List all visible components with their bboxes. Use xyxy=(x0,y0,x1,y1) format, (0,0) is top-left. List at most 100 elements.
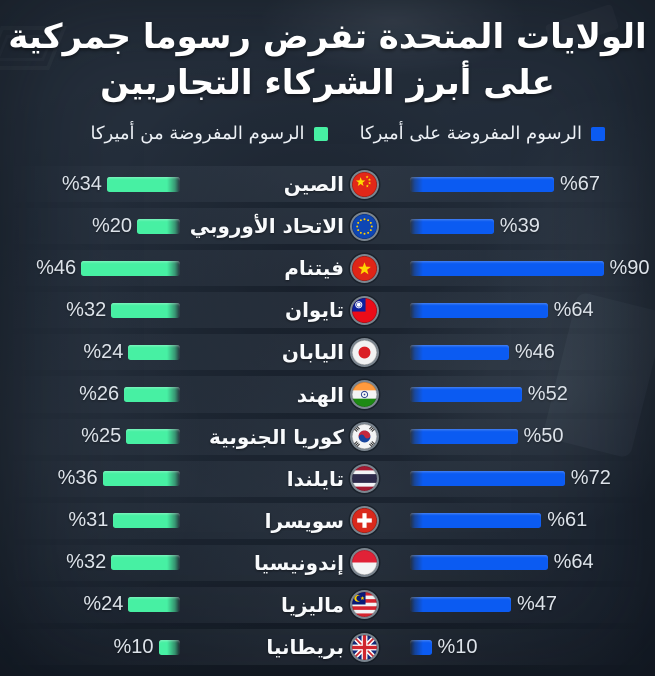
country-flag-icon xyxy=(352,466,377,492)
country-flag-icon xyxy=(352,297,377,323)
tariff-from-us-value: %32 xyxy=(66,298,107,321)
legend-item-tariffs-on-america: الرسوم المفروضة على أميركا xyxy=(360,123,605,144)
title-line-2: على أبرز الشركاء التجاريين xyxy=(100,63,555,103)
tariff-from-us-bar xyxy=(128,344,180,360)
legend-item-tariffs-from-america: الرسوم المفروضة من أميركا xyxy=(90,123,328,144)
country-flag-icon xyxy=(352,550,377,576)
country-cell: إندونيسيا xyxy=(180,550,410,576)
table-row: %34 الصين %67 xyxy=(0,163,655,205)
tariff-from-us-bar xyxy=(126,429,180,445)
tariff-on-us-bar xyxy=(410,302,548,318)
tariff-from-us-value: %31 xyxy=(68,509,109,532)
tariff-from-us-cell: %20 xyxy=(0,215,180,238)
country-label: تايلندا xyxy=(286,466,344,491)
country-flag-icon xyxy=(352,634,377,660)
table-row: %24 اليابان %46 xyxy=(0,331,655,373)
title-line-1: الولايات المتحدة تفرض رسوما جمركية xyxy=(8,17,647,57)
tariff-from-us-value: %24 xyxy=(83,593,124,616)
country-flag-icon xyxy=(352,255,377,281)
tariff-from-us-value: %32 xyxy=(66,551,107,574)
tariff-from-us-cell: %32 xyxy=(0,299,180,322)
country-label: تايوان xyxy=(285,298,344,323)
table-row: %10 بريطانيا %10 xyxy=(0,626,655,668)
tariff-from-us-cell: %36 xyxy=(0,467,180,490)
tariff-on-us-value: %64 xyxy=(553,551,594,574)
tariff-from-us-value: %34 xyxy=(61,172,102,195)
tariff-from-us-value: %24 xyxy=(83,340,124,363)
country-flag-icon xyxy=(352,592,377,618)
table-row: %31 سويسرا %61 xyxy=(0,500,655,542)
country-flag-icon xyxy=(352,424,377,450)
tariff-on-us-cell: %67 xyxy=(410,173,655,196)
table-row: %32 تايوان %64 xyxy=(0,289,655,331)
country-cell: فيتنام xyxy=(180,255,410,281)
tariff-on-us-bar xyxy=(410,597,511,613)
tariff-on-us-value: %90 xyxy=(609,256,650,279)
tariff-from-us-bar xyxy=(102,471,180,487)
page-title: الولايات المتحدة تفرض رسوما جمركية على أ… xyxy=(8,14,647,106)
tariff-on-us-cell: %47 xyxy=(410,593,655,616)
country-label: الاتحاد الأوروبي xyxy=(189,214,344,239)
tariff-from-us-cell: %25 xyxy=(0,425,180,448)
tariff-from-us-bar xyxy=(111,555,180,571)
tariff-on-us-cell: %46 xyxy=(410,341,655,364)
tariff-on-us-bar xyxy=(410,387,522,403)
country-cell: ماليزيا xyxy=(180,592,410,618)
chart-legend: الرسوم المفروضة على أميركا الرسوم المفرو… xyxy=(0,123,655,144)
tariff-on-us-bar xyxy=(410,471,565,487)
tariff-from-us-value: %20 xyxy=(91,214,132,237)
tariff-from-us-bar xyxy=(124,387,180,403)
tariff-on-us-bar xyxy=(410,639,432,655)
tariff-from-us-cell: %32 xyxy=(0,551,180,574)
country-cell: سويسرا xyxy=(180,508,410,534)
country-flag-icon xyxy=(352,382,377,408)
tariff-from-us-bar xyxy=(137,218,180,234)
tariff-on-us-cell: %10 xyxy=(410,636,655,659)
tariff-from-us-cell: %10 xyxy=(0,636,180,659)
tariff-on-us-value: %67 xyxy=(560,172,601,195)
tariff-from-us-cell: %34 xyxy=(0,173,180,196)
tariff-from-us-value: %46 xyxy=(36,256,77,279)
tariff-on-us-cell: %50 xyxy=(410,425,655,448)
tariff-on-us-bar xyxy=(410,218,494,234)
tariff-from-us-bar xyxy=(158,639,180,655)
country-cell: الصين xyxy=(180,171,410,197)
country-label: ماليزيا xyxy=(280,592,344,617)
tariff-from-us-bar xyxy=(113,513,180,529)
country-cell: بريطانيا xyxy=(180,634,410,660)
country-cell: تايلندا xyxy=(180,466,410,492)
country-cell: الاتحاد الأوروبي xyxy=(180,213,410,239)
tariff-on-us-value: %46 xyxy=(514,340,555,363)
tariff-from-us-bar xyxy=(81,260,180,276)
country-cell: اليابان xyxy=(180,339,410,365)
tariff-on-us-cell: %61 xyxy=(410,509,655,532)
country-label: اليابان xyxy=(281,340,344,365)
country-cell: الهند xyxy=(180,382,410,408)
tariff-from-us-cell: %26 xyxy=(0,383,180,406)
tariff-on-us-value: %61 xyxy=(547,509,588,532)
country-cell: كوريا الجنوبية xyxy=(180,424,410,450)
tariff-from-us-value: %10 xyxy=(113,635,154,658)
tariff-on-us-cell: %39 xyxy=(410,215,655,238)
table-row: %20 الاتحاد الأوروبي %39 xyxy=(0,205,655,247)
country-label: سويسرا xyxy=(264,508,344,533)
tariff-on-us-bar xyxy=(410,176,554,192)
table-row: %26 الهند %52 xyxy=(0,373,655,415)
tariff-on-us-value: %47 xyxy=(517,593,558,616)
tariff-on-us-cell: %72 xyxy=(410,467,655,490)
tariff-from-us-cell: %24 xyxy=(0,593,180,616)
tariff-on-us-bar xyxy=(410,555,548,571)
country-flag-icon xyxy=(352,508,377,534)
country-label: بريطانيا xyxy=(266,635,344,660)
country-label: فيتنام xyxy=(284,256,344,281)
country-cell: تايوان xyxy=(180,297,410,323)
tariff-on-us-value: %72 xyxy=(570,467,611,490)
table-row: %24 ماليزيا %47 xyxy=(0,584,655,626)
legend-label: الرسوم المفروضة على أميركا xyxy=(359,123,582,144)
tariff-on-us-value: %50 xyxy=(523,425,564,448)
country-flag-icon xyxy=(352,171,377,197)
tariff-from-us-cell: %46 xyxy=(0,257,180,280)
legend-label: الرسوم المفروضة من أميركا xyxy=(90,123,305,144)
tariff-from-us-cell: %31 xyxy=(0,509,180,532)
